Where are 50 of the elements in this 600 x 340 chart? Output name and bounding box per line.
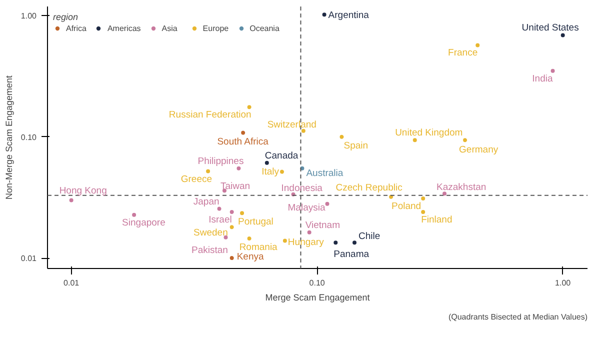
annotation: Chile	[358, 231, 380, 242]
legend-title: region	[53, 12, 80, 22]
annotation: Germany	[459, 144, 498, 156]
annotation: Kenya	[236, 252, 264, 263]
annotation: Indonesia	[281, 182, 324, 194]
legend-label: Oceania	[250, 23, 280, 33]
annotation: Finland	[421, 214, 452, 226]
annotation: Hungary	[288, 237, 324, 248]
y-tick-label: 0.10	[20, 132, 38, 142]
legend-label: Europe	[202, 23, 229, 33]
annotation: Vietnam	[305, 220, 340, 231]
annotation: Spain	[344, 140, 368, 152]
y-tick-label: 0.01	[20, 254, 38, 264]
annotation: Australia	[306, 168, 344, 179]
text: (Quadrants Bisected at Median Values)	[448, 312, 588, 322]
x-tick-label: 0.01	[64, 278, 80, 288]
annotation: United Kingdom	[395, 128, 463, 139]
annotation: Greece	[180, 174, 212, 185]
legend-label: Americas	[107, 23, 141, 33]
annotation: Sweden	[194, 228, 228, 239]
annotation: Panama	[334, 249, 370, 260]
y-tick-label: 1.00	[20, 12, 38, 21]
legend-label: Asia	[162, 23, 178, 33]
annotation: Singapore	[122, 217, 166, 228]
annotation: Portugal	[238, 216, 274, 228]
x-axis-title: Merge Scam Engagement	[265, 292, 370, 302]
annotation: Hong Kong	[59, 186, 107, 197]
annotation: Malaysia	[288, 202, 326, 214]
annotation: Japan	[193, 196, 220, 208]
y-axis-title: Non-Merge Scam Engagement	[4, 74, 14, 200]
annotation: Israel	[208, 214, 232, 226]
annotation: Switzerland	[267, 119, 316, 130]
annotation: Canada	[264, 150, 299, 162]
annotation: Romania	[239, 242, 278, 253]
annotation: South Africa	[217, 136, 270, 148]
annotation: Taiwan	[220, 181, 250, 192]
annotation: Argentina	[328, 10, 370, 22]
annotation: Kazakhstan	[436, 182, 486, 194]
x-tick-label: 0.10	[309, 278, 326, 288]
annotation: Poland	[392, 201, 422, 212]
annotation: Pakistan	[192, 244, 228, 256]
annotation: Italy	[262, 166, 280, 178]
annotation: Russian Federation	[168, 110, 252, 121]
annotation: India	[532, 73, 554, 84]
legend-label: Africa	[66, 23, 86, 33]
annotation: Czech Republic	[336, 182, 403, 194]
annotation: Philippines	[198, 156, 244, 167]
annotation: France	[448, 48, 478, 59]
x-tick-label: 1.00	[555, 278, 572, 288]
annotation: United States	[522, 22, 580, 34]
